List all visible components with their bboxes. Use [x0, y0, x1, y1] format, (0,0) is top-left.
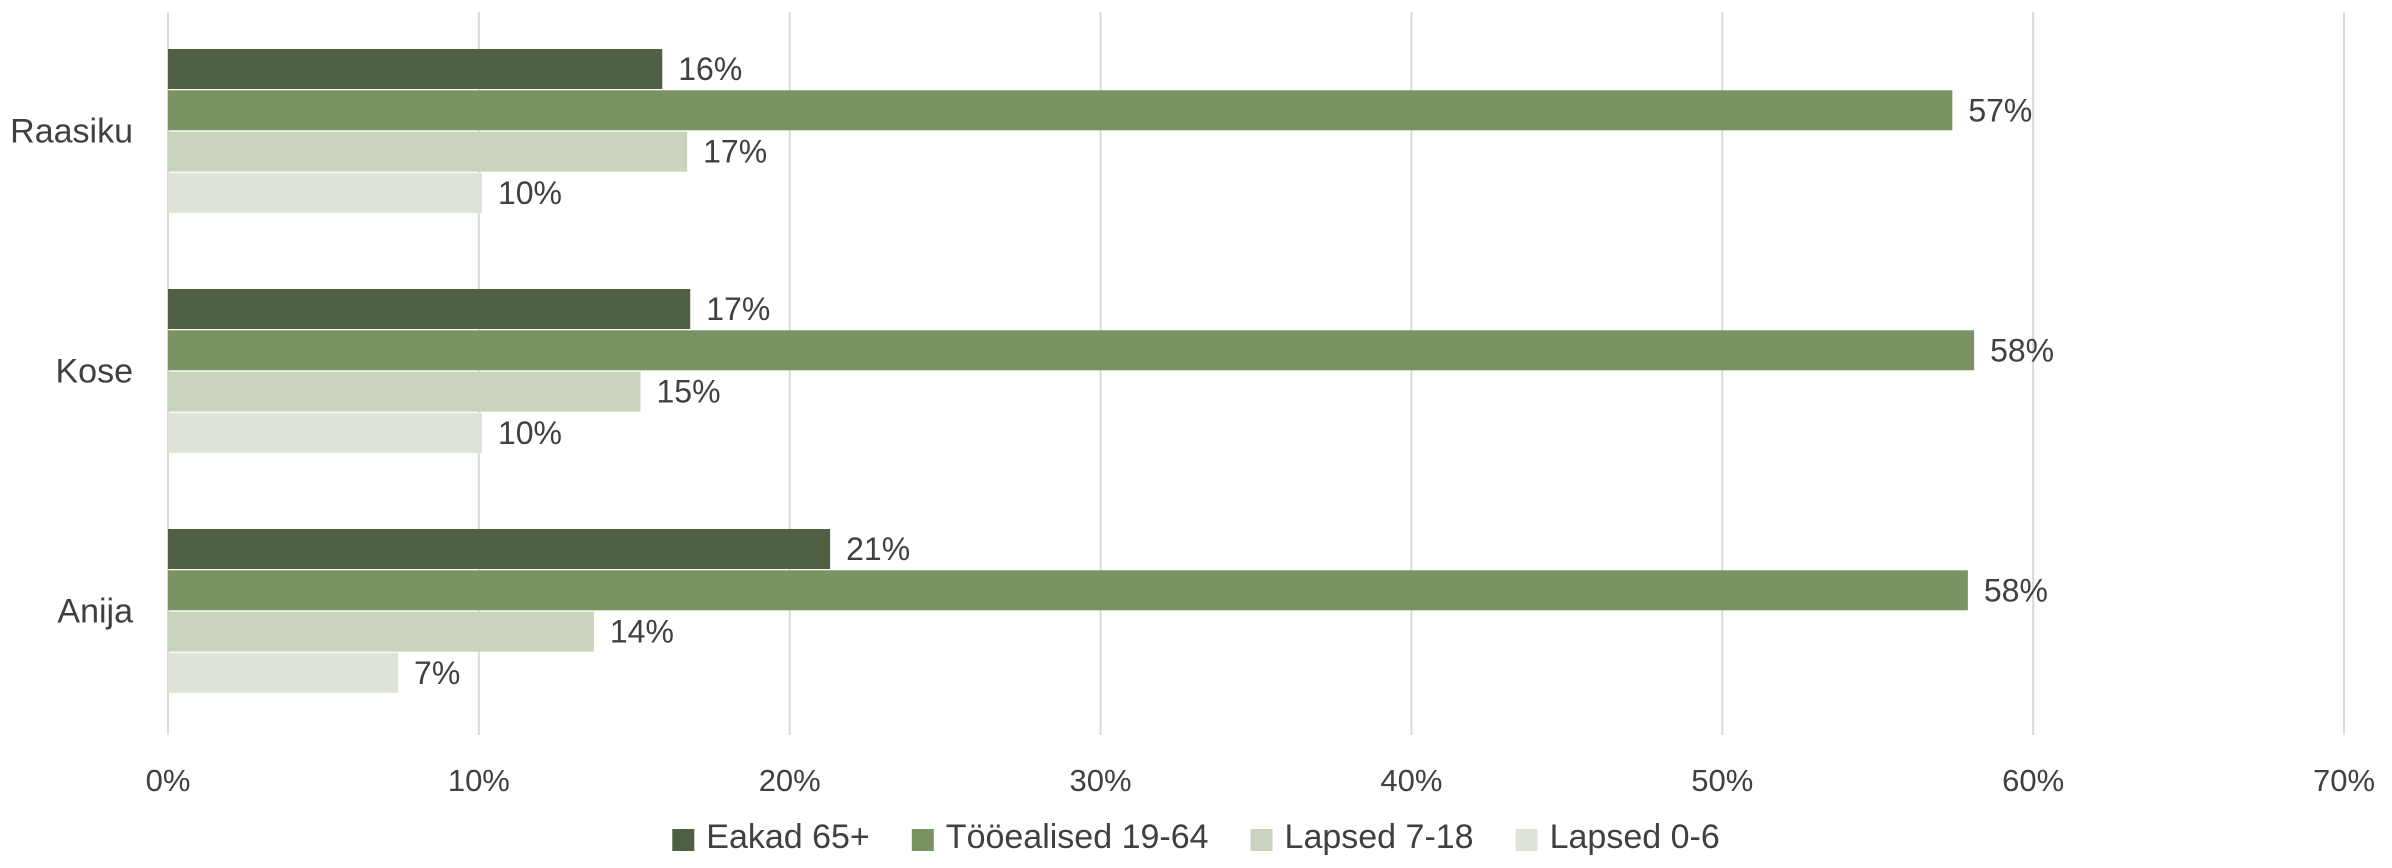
data-label-anija-lapsed-7-18: 14% — [610, 614, 674, 650]
bars — [168, 49, 1975, 693]
legend-item-eakad-65: Eakad 65+ — [672, 818, 870, 856]
bar-kose-lapsed-7-18 — [168, 371, 641, 412]
bar-kose-t-ealised-19-64 — [168, 330, 1975, 371]
data-label-kose-lapsed-0-6: 10% — [498, 415, 562, 451]
data-label-raasiku-eakad-65: 16% — [678, 51, 742, 87]
bar-anija-t-ealised-19-64 — [168, 570, 1968, 611]
legend-swatch — [672, 829, 695, 851]
x-tick-label: 10% — [448, 763, 510, 798]
legend-swatch — [911, 829, 934, 851]
data-labels: 16% 57% 17% 10% 17% 58% 15% 10% 21% 58% 14% 7% — [414, 51, 2054, 691]
legend-swatch — [1250, 829, 1273, 851]
x-tick-label: 0% — [146, 763, 191, 798]
data-label-anija-t-ealised-19-64: 58% — [1984, 572, 2048, 608]
x-tick-label: 30% — [1070, 763, 1132, 798]
legend: Eakad 65+ Tööealised 19-64 Lapsed 7-18 Laps… — [672, 818, 1720, 856]
bar-kose-lapsed-0-6 — [168, 412, 482, 453]
data-label-raasiku-lapsed-0-6: 10% — [498, 175, 562, 211]
x-tick-label: 40% — [1380, 763, 1442, 798]
category-label-kose: Kose — [56, 353, 134, 391]
legend-item-t-ealised-19-64: Tööealised 19-64 — [911, 818, 1209, 856]
bar-raasiku-t-ealised-19-64 — [168, 90, 1953, 131]
data-label-kose-t-ealised-19-64: 58% — [1990, 332, 2054, 368]
legend-label: Tööealised 19-64 — [946, 818, 1209, 856]
category-label-raasiku: Raasiku — [10, 113, 133, 151]
data-label-raasiku-t-ealised-19-64: 57% — [1968, 92, 2032, 128]
bar-anija-lapsed-7-18 — [168, 611, 594, 652]
legend-item-lapsed-7-18: Lapsed 7-18 — [1250, 818, 1474, 856]
data-label-kose-lapsed-7-18: 15% — [657, 374, 721, 410]
legend-label: Eakad 65+ — [706, 818, 870, 856]
bar-raasiku-lapsed-7-18 — [168, 131, 688, 172]
data-label-anija-lapsed-0-6: 7% — [414, 655, 460, 691]
legend-label: Lapsed 7-18 — [1285, 818, 1474, 856]
data-label-kose-eakad-65: 17% — [706, 291, 770, 327]
legend-swatch — [1515, 829, 1538, 851]
bar-kose-eakad-65 — [168, 289, 691, 329]
data-label-raasiku-lapsed-7-18: 17% — [703, 134, 767, 170]
bar-anija-eakad-65 — [168, 529, 831, 569]
legend-item-lapsed-0-6: Lapsed 0-6 — [1515, 818, 1720, 856]
bar-anija-lapsed-0-6 — [168, 652, 399, 693]
data-label-anija-eakad-65: 21% — [846, 531, 910, 567]
x-tick-label: 20% — [759, 763, 821, 798]
bar-raasiku-lapsed-0-6 — [168, 172, 482, 213]
category-label-anija: Anija — [57, 593, 133, 631]
x-tick-label: 50% — [1691, 763, 1753, 798]
axes: 0% 10% 20% 30% 40% 50% 60% 70% Raasiku Kose Anija — [10, 113, 2375, 798]
x-tick-label: 60% — [2002, 763, 2064, 798]
bar-raasiku-eakad-65 — [168, 49, 663, 89]
legend-label: Lapsed 0-6 — [1550, 818, 1720, 856]
x-tick-label: 70% — [2313, 763, 2375, 798]
